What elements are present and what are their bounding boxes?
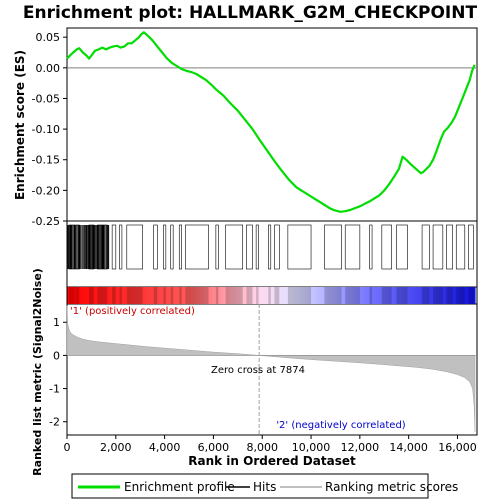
metric-y-axis: 1 0 -1 -2 — [49, 316, 67, 429]
heatmap-band — [246, 287, 253, 304]
es-y-tick-label: 0.00 — [36, 62, 61, 75]
heatmap-band — [97, 287, 108, 304]
heatmap-band — [396, 287, 408, 304]
heatmap-band — [324, 287, 342, 304]
legend-label-profile: Enrichment profile — [124, 480, 235, 494]
hit-band — [344, 224, 361, 270]
heatmap-band — [68, 287, 75, 304]
legend-label-metric: Ranking metric scores — [325, 480, 458, 494]
heatmap-band — [112, 287, 116, 304]
negative-correlation-label: '2' (negatively correlated) — [276, 420, 405, 431]
legend-label-hits: Hits — [253, 480, 276, 494]
hit-band — [369, 224, 373, 270]
heatmap-band — [433, 287, 443, 304]
hits-panel-frame — [66, 220, 478, 288]
hit-band — [381, 224, 392, 270]
metric-y-tick-label: 0 — [53, 349, 60, 362]
heatmap-band — [225, 287, 243, 304]
hit-band — [153, 224, 158, 270]
hit-band — [111, 224, 117, 270]
heatmap-band — [170, 287, 174, 304]
hit-band — [225, 224, 244, 270]
heatmap-band — [345, 287, 360, 304]
heatmap-band — [422, 287, 430, 304]
es-y-tick-label: -0.05 — [32, 92, 60, 105]
hit-band — [170, 224, 174, 270]
x-tick-label: 8,000 — [246, 441, 278, 454]
x-tick-label: 10,000 — [292, 441, 331, 454]
heatmap-band — [185, 287, 209, 304]
hit-band — [68, 224, 76, 270]
hit-band — [287, 224, 312, 270]
heatmap-band — [369, 287, 373, 304]
hit-band — [88, 224, 95, 270]
heatmap-band — [256, 287, 259, 304]
hit-band — [246, 224, 253, 270]
x-axis-label: Rank in Ordered Dataset — [188, 454, 356, 468]
hit-bars — [66, 224, 474, 270]
x-tick-label: 2,000 — [100, 441, 132, 454]
heatmap-band — [268, 287, 271, 304]
hit-band — [396, 224, 408, 270]
es-y-axis: 0.05 0.00 -0.05 -0.10 -0.15 -0.20 -0.25 — [32, 31, 67, 228]
hit-band — [119, 224, 123, 270]
x-tick-label: 6,000 — [198, 441, 230, 454]
x-tick-label: 14,000 — [389, 441, 428, 454]
heatmap-band — [88, 287, 94, 304]
hit-band — [185, 224, 209, 270]
hit-band — [432, 224, 444, 270]
es-y-tick-label: 0.05 — [36, 31, 61, 44]
hit-band — [268, 224, 272, 270]
es-y-tick-label: -0.20 — [32, 184, 60, 197]
es-y-tick-label: -0.15 — [32, 154, 60, 167]
x-tick-label: 16,000 — [438, 441, 477, 454]
zero-cross-label: Zero cross at 7874 — [211, 365, 305, 376]
hit-band — [455, 224, 466, 270]
hit-band — [75, 224, 80, 270]
heatmap-band — [179, 287, 182, 304]
hit-band — [215, 224, 219, 270]
es-y-axis-label: Enrichment score (ES) — [13, 50, 27, 200]
heatmap-band — [456, 287, 465, 304]
heatmap-band — [274, 287, 280, 304]
heatmap-band — [287, 287, 312, 304]
heatmap-band — [468, 287, 474, 304]
heatmap-band — [126, 287, 143, 304]
hit-band — [163, 224, 167, 270]
hit-band — [126, 224, 143, 270]
metric-y-tick-label: 1 — [53, 316, 60, 329]
hit-band — [178, 224, 183, 270]
es-y-tick-label: -0.25 — [32, 215, 60, 228]
heatmap-band — [446, 287, 453, 304]
legend-box — [71, 473, 429, 499]
es-y-tick-label: -0.10 — [32, 123, 60, 136]
enrichment-profile-line — [66, 31, 476, 213]
x-tick-label: 12,000 — [341, 441, 380, 454]
hit-band — [446, 224, 453, 270]
hit-band — [255, 224, 259, 270]
heatmap-band — [163, 287, 166, 304]
x-tick-label: 4,000 — [149, 441, 181, 454]
hit-band — [421, 224, 430, 270]
x-axis: 0 2,000 4,000 6,000 8,000 10,000 12,000 14,000 1… — [64, 435, 477, 454]
metric-y-tick-label: -1 — [49, 383, 60, 396]
heatmap-band — [215, 287, 219, 304]
heatmap-band — [153, 287, 158, 304]
heatmap-band — [119, 287, 122, 304]
metric-y-axis-label: Ranked list metric (Signal2Noise) — [31, 268, 44, 476]
hit-band — [274, 224, 280, 270]
x-tick-label: 0 — [64, 441, 71, 454]
metric-y-tick-label: -2 — [49, 416, 60, 429]
hit-band — [324, 224, 342, 270]
heatmap-band — [381, 287, 392, 304]
heatmap-band — [75, 287, 80, 304]
heatmap-hit-bands — [68, 287, 474, 304]
chart-title: Enrichment plot: HALLMARK_G2M_CHECKPOINT — [23, 3, 478, 23]
ranked-list-heatmap — [67, 287, 476, 304]
hit-band — [97, 224, 108, 270]
hit-band — [468, 224, 474, 270]
enrichment-panel-frame — [66, 27, 478, 222]
positive-correlation-label: '1' (positively correlated) — [70, 306, 195, 317]
